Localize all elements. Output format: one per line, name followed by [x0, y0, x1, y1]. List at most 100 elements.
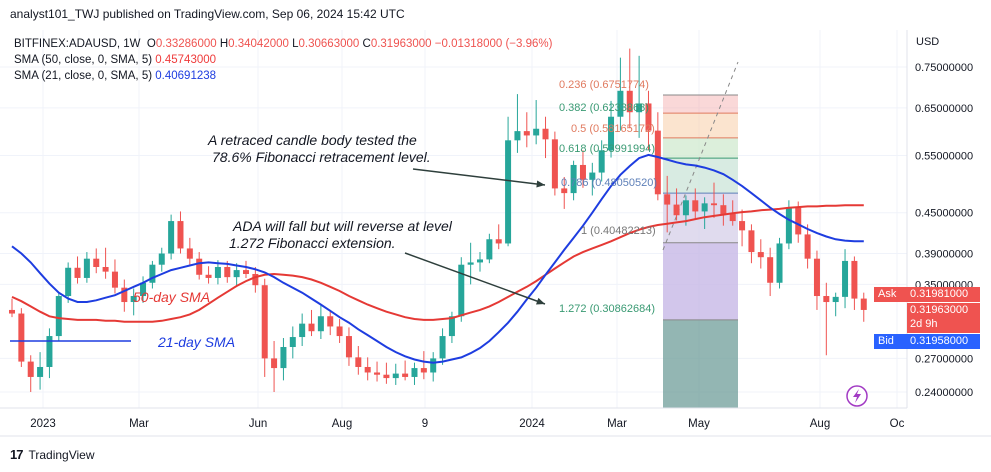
candle-body-46 — [439, 336, 446, 359]
fib-label-1: 0.382 (0.6233868) — [559, 102, 649, 114]
candle-body-14 — [140, 282, 147, 297]
candle-body-78 — [739, 221, 746, 231]
x-tick-8: Aug — [810, 418, 830, 430]
candle-body-64 — [608, 116, 615, 151]
fib-band-2 — [663, 137, 738, 159]
candle-body-1 — [18, 313, 25, 362]
fibonacci-tool — [662, 61, 739, 408]
candle-body-85 — [804, 234, 811, 259]
fib-label-4: 0.786 (0.48050520) — [561, 177, 657, 189]
sma21-value: 0.40691238 — [155, 70, 217, 82]
candle-body-18 — [177, 221, 184, 249]
candle-body-0 — [9, 309, 15, 314]
candle-body-91 — [860, 298, 867, 310]
candle-body-75 — [711, 203, 717, 206]
last-price-value: 0.31963000 — [910, 304, 969, 316]
candle-body-37 — [355, 357, 362, 367]
candle-body-70 — [664, 194, 671, 205]
fib-label-0: 0.236 (0.6751774) — [559, 79, 649, 91]
candle-body-59 — [561, 188, 568, 194]
y-tick-1: 0.65000000 — [915, 103, 973, 115]
candle-body-47 — [448, 316, 455, 337]
lightning-icon[interactable] — [846, 385, 868, 407]
candle-body-43 — [411, 368, 418, 377]
candle-body-4 — [46, 336, 53, 367]
fib-band-1 — [663, 113, 738, 138]
candle-body-8 — [83, 258, 90, 278]
annotation-arrows — [404, 168, 546, 305]
low-value: 0.30663000 — [298, 38, 360, 50]
candle-body-13 — [130, 296, 137, 303]
fib-band-5 — [663, 242, 738, 320]
last-price-box: 0.31963000 2d 9h — [907, 303, 980, 333]
candle-body-63 — [598, 150, 605, 173]
sma21-legend-row: SMA (21, close, 0, SMA, 5) 0.40691238 — [14, 70, 217, 82]
x-tick-2: Jun — [249, 418, 268, 430]
candle-body-73 — [692, 200, 699, 212]
candle-body-35 — [336, 326, 343, 337]
high-value: 0.34042000 — [228, 38, 289, 50]
candle-body-12 — [121, 287, 128, 303]
candle-body-15 — [149, 264, 156, 283]
candle-body-17 — [168, 221, 175, 254]
candle-body-51 — [486, 239, 493, 260]
candle-body-56 — [533, 128, 540, 136]
currency-label[interactable]: USD — [916, 36, 940, 48]
x-tick-9: Oc — [890, 418, 905, 430]
brand-name: TradingView — [28, 447, 95, 462]
candle-body-69 — [654, 130, 661, 195]
candle-body-26 — [252, 273, 259, 286]
candle-body-24 — [233, 270, 240, 278]
x-tick-5: 2024 — [519, 418, 545, 430]
candle-body-22 — [214, 266, 221, 278]
candle-body-66 — [626, 90, 633, 113]
x-tick-1: Mar — [129, 418, 149, 430]
y-tick-4: 0.39000000 — [915, 249, 973, 261]
candle-body-87 — [823, 296, 830, 303]
candle-body-21 — [205, 274, 212, 278]
candle-body-68 — [645, 103, 652, 131]
candle-body-76 — [720, 205, 727, 214]
candle-body-10 — [102, 266, 109, 272]
brand[interactable]: 17 TradingView — [10, 447, 95, 462]
candle-body-30 — [289, 337, 296, 348]
x-tick-3: Aug — [332, 418, 352, 430]
candle-body-9 — [93, 258, 100, 267]
candle-body-36 — [345, 336, 352, 358]
candles — [9, 48, 867, 392]
candle-body-72 — [682, 200, 689, 216]
candle-body-3 — [37, 366, 44, 377]
candle-body-44 — [420, 368, 427, 373]
candle-body-62 — [589, 172, 596, 180]
fib-band-0 — [663, 94, 738, 114]
candle-body-42 — [402, 373, 409, 377]
candle-body-67 — [636, 103, 643, 113]
candle-body-65 — [617, 90, 624, 117]
candle-body-61 — [579, 164, 586, 180]
fib-label-6: 1.272 (0.30862684) — [559, 303, 655, 315]
x-axis: 2023 Mar Jun Aug 9 2024 Mar May Aug Oc — [30, 418, 904, 430]
candle-body-80 — [757, 252, 764, 258]
sma50-value: 0.45743000 — [155, 54, 217, 66]
chart-legend: BITFINEX:ADAUSD, 1W O0.33286000 H0.34042… — [14, 36, 552, 84]
x-tick-4: 9 — [422, 418, 428, 430]
bid-value-box: 0.31958000 — [907, 334, 980, 349]
candle-body-19 — [186, 248, 193, 259]
y-tick-0: 0.75000000 — [915, 62, 973, 74]
sma21-line — [11, 153, 864, 364]
candle-body-60 — [570, 164, 577, 194]
candle-body-39 — [374, 372, 381, 375]
candle-body-6 — [65, 267, 72, 297]
fib-trend-line — [662, 61, 739, 251]
close-value: 0.31963000 — [370, 38, 432, 50]
candle-countdown: 2d 9h — [910, 318, 938, 330]
candle-body-20 — [196, 258, 203, 275]
candle-body-31 — [299, 323, 306, 338]
candle-body-90 — [851, 260, 858, 299]
y-tick-3: 0.45000000 — [915, 208, 973, 220]
candle-body-84 — [795, 207, 802, 235]
candle-body-89 — [842, 260, 849, 297]
candle-body-2 — [27, 361, 34, 377]
candle-body-38 — [364, 366, 371, 373]
candle-body-28 — [271, 358, 278, 369]
